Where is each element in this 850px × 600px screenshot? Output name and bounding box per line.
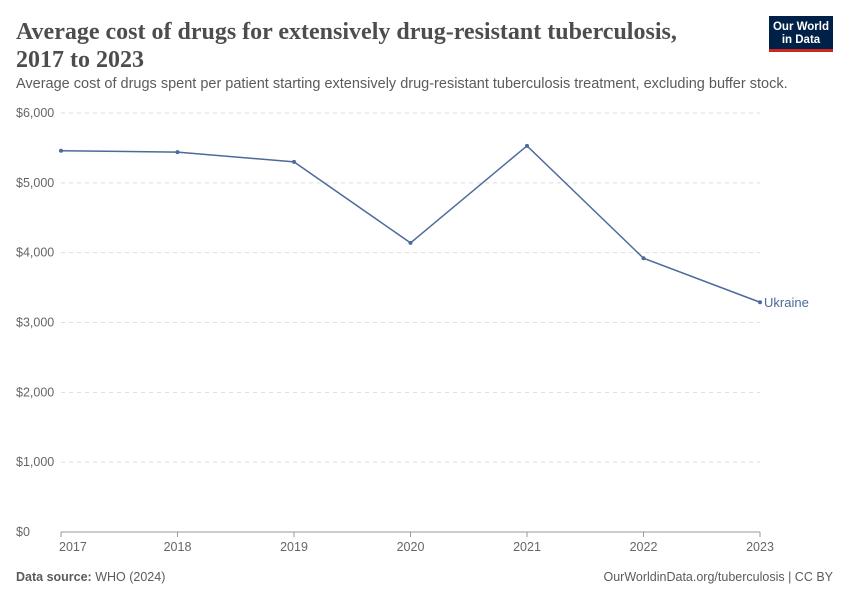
x-tick-label: 2018 [164, 540, 192, 554]
point [408, 240, 413, 245]
x-tick-label: 2023 [746, 540, 774, 554]
source: Data source: WHO (2024) [16, 570, 165, 584]
chart-subtitle: Average cost of drugs spent per patient … [16, 76, 788, 92]
y-tick-label: $5,000 [16, 176, 54, 190]
y-tick-label: $3,000 [16, 316, 54, 330]
x-tick-label: 2020 [397, 540, 425, 554]
point [59, 148, 63, 153]
point [175, 150, 180, 155]
line [60, 144, 761, 303]
series-label: Ukraine [764, 295, 809, 310]
y-tick-label: $6,000 [16, 106, 54, 120]
logo-text: in Data [782, 34, 821, 46]
credit[interactable]: OurWorldinData.org/tuberculosis | CC BY [604, 570, 834, 584]
source-label: Data source: [16, 570, 92, 584]
y-tick-label: $1,000 [16, 455, 54, 469]
logo-text: Our World [773, 21, 829, 33]
x-tick-label: 2017 [59, 540, 87, 554]
logo[interactable]: Our World in Data [769, 16, 833, 52]
chart-title: Average cost of drugs for extensively dr… [16, 19, 677, 45]
source-value: WHO (2024) [95, 570, 165, 584]
point [525, 143, 529, 148]
y-tick-label: $2,000 [16, 385, 54, 399]
chart-title: 2017 to 2023 [16, 47, 144, 73]
point [641, 256, 646, 261]
y-tick-label: $0 [16, 525, 30, 539]
x-tick-label: 2022 [630, 540, 658, 554]
point [758, 300, 762, 305]
x-tick-label: 2021 [513, 540, 541, 554]
point [292, 159, 296, 164]
logo-box [769, 16, 833, 52]
x-tick-label: 2019 [280, 540, 308, 554]
y-tick-label: $4,000 [16, 246, 54, 260]
logo-bar [769, 49, 833, 52]
